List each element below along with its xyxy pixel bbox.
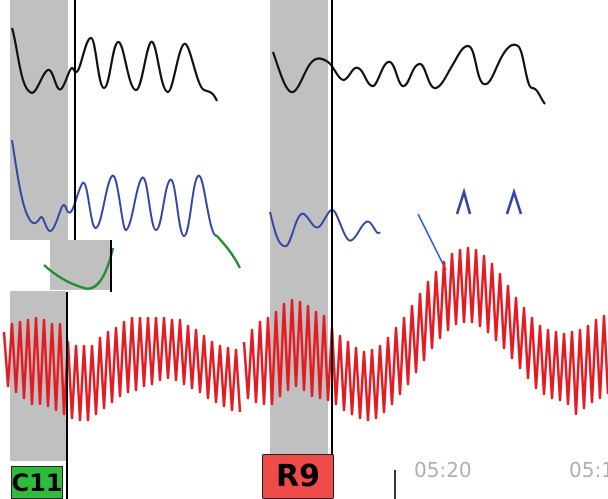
green-trace-left <box>43 247 115 290</box>
red-trace <box>2 246 608 422</box>
blue-peak-1 <box>455 187 472 215</box>
left-marker-badge: C11 <box>11 466 63 499</box>
time-label-1: 05:20 <box>414 458 472 482</box>
black-trace-left <box>10 27 219 102</box>
shaded-window-left-small <box>50 240 110 290</box>
time-label-2: 05:1 <box>569 458 608 482</box>
green-trace-right <box>215 234 242 269</box>
shaded-window-left <box>10 0 68 240</box>
right-marker-badge: R9 <box>262 454 334 499</box>
black-trace-right <box>271 43 546 105</box>
blue-trace-right <box>269 208 381 248</box>
blue-trace-left <box>11 139 217 238</box>
pointer-line <box>417 213 447 271</box>
blue-peak-2 <box>505 187 523 215</box>
